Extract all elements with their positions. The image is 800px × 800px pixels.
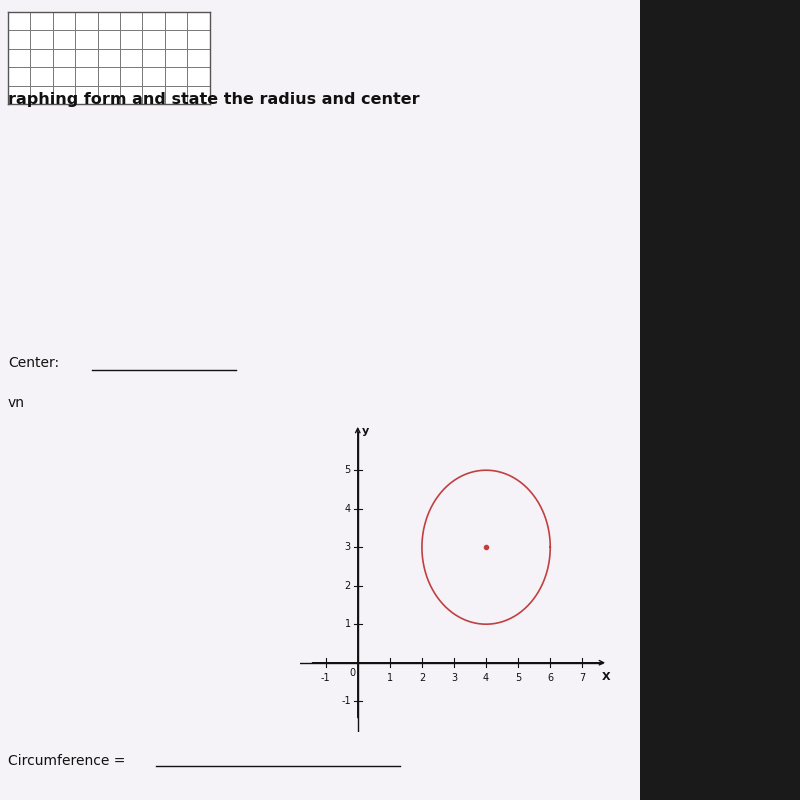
Text: 5: 5 <box>515 674 522 683</box>
Text: 5: 5 <box>345 465 350 475</box>
Text: 4: 4 <box>483 674 489 683</box>
Text: 6: 6 <box>547 674 554 683</box>
Text: Circumference =: Circumference = <box>8 754 126 768</box>
Text: X: X <box>602 672 610 682</box>
Text: Center:: Center: <box>8 356 59 370</box>
Text: 3: 3 <box>451 674 457 683</box>
Text: -1: -1 <box>321 674 330 683</box>
Text: 3: 3 <box>345 542 350 552</box>
Text: 7: 7 <box>579 674 586 683</box>
Text: 0: 0 <box>349 669 355 678</box>
Text: -1: -1 <box>341 696 350 706</box>
Text: 4: 4 <box>345 504 350 514</box>
Text: y: y <box>362 426 369 436</box>
Text: 1: 1 <box>345 619 350 629</box>
Text: 1: 1 <box>386 674 393 683</box>
Text: vn: vn <box>8 396 25 410</box>
Text: 2: 2 <box>418 674 425 683</box>
Text: 2: 2 <box>345 581 350 590</box>
Text: raphing form and state the radius and center: raphing form and state the radius and ce… <box>8 92 420 107</box>
